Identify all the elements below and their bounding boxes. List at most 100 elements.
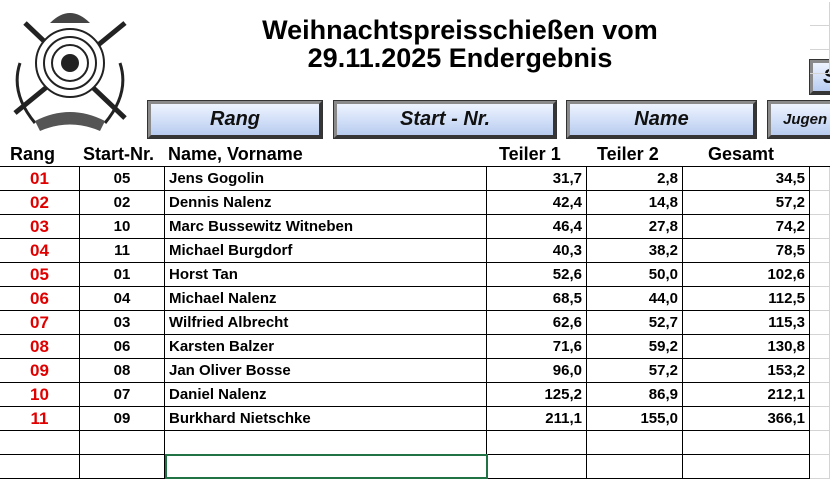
table-cell: Horst Tan xyxy=(165,263,487,287)
column-header: Teiler 1 xyxy=(499,144,561,164)
table-cell: Daniel Nalenz xyxy=(165,383,487,407)
grid-cell xyxy=(810,335,830,359)
empty-cell xyxy=(80,455,165,479)
table-cell: 31,7 xyxy=(487,167,587,191)
empty-cell xyxy=(80,431,165,455)
grid-cell xyxy=(810,2,830,26)
rank-cell: 05 xyxy=(0,263,80,287)
table-cell: Jan Oliver Bosse xyxy=(165,359,487,383)
column-header: Teiler 2 xyxy=(597,144,659,164)
table-cell: 86,9 xyxy=(587,383,683,407)
table-cell: 366,1 xyxy=(683,407,810,431)
table-cell: Michael Burgdorf xyxy=(165,239,487,263)
rank-cell: 09 xyxy=(0,359,80,383)
table-cell: 78,5 xyxy=(683,239,810,263)
rank-cell: 04 xyxy=(0,239,80,263)
table-cell: 102,6 xyxy=(683,263,810,287)
rank-cell: 10 xyxy=(0,383,80,407)
table-cell: 74,2 xyxy=(683,215,810,239)
title-line: Weihnachtspreisschießen vom xyxy=(262,15,658,45)
table-cell: 06 xyxy=(80,335,165,359)
club-logo xyxy=(13,13,127,131)
table-cell: 04 xyxy=(80,287,165,311)
column-header: Start-Nr. xyxy=(83,144,155,164)
grid-cell xyxy=(810,263,830,287)
table-cell: 34,5 xyxy=(683,167,810,191)
grid-cell xyxy=(810,239,830,263)
table-cell: 115,3 xyxy=(683,311,810,335)
rank-cell: 07 xyxy=(0,311,80,335)
sort-button[interactable]: Rang xyxy=(148,101,322,138)
rank-cell: 06 xyxy=(0,287,80,311)
table-cell: 10 xyxy=(80,215,165,239)
table-cell: 44,0 xyxy=(587,287,683,311)
table-cell: 130,8 xyxy=(683,335,810,359)
empty-cell xyxy=(810,431,830,455)
table-cell: 02 xyxy=(80,191,165,215)
table-cell: 155,0 xyxy=(587,407,683,431)
sort-button[interactable]: Jugen xyxy=(768,101,830,138)
table-cell: 68,5 xyxy=(487,287,587,311)
empty-cell xyxy=(0,455,80,479)
table-cell: 01 xyxy=(80,263,165,287)
grid-cell xyxy=(810,359,830,383)
table-cell: 42,4 xyxy=(487,191,587,215)
table-cell: 38,2 xyxy=(587,239,683,263)
table-cell: 07 xyxy=(80,383,165,407)
table-cell: 112,5 xyxy=(683,287,810,311)
table-cell: 03 xyxy=(80,311,165,335)
rank-cell: 01 xyxy=(0,167,80,191)
empty-cell xyxy=(165,431,487,455)
empty-cell xyxy=(487,431,587,455)
table-cell: 212,1 xyxy=(683,383,810,407)
grid-cell xyxy=(810,167,830,191)
table-cell: 27,8 xyxy=(587,215,683,239)
empty-cell xyxy=(587,431,683,455)
table-cell: 08 xyxy=(80,359,165,383)
grid-cell xyxy=(810,215,830,239)
empty-cell xyxy=(587,455,683,479)
table-cell: Karsten Balzer xyxy=(165,335,487,359)
table-cell: 57,2 xyxy=(683,191,810,215)
table-cell: Wilfried Albrecht xyxy=(165,311,487,335)
rank-cell: 02 xyxy=(0,191,80,215)
column-header: Rang xyxy=(10,144,55,164)
table-cell: Burkhard Nietschke xyxy=(165,407,487,431)
table-cell: 14,8 xyxy=(587,191,683,215)
table-cell: 96,0 xyxy=(487,359,587,383)
grid-cell xyxy=(810,383,830,407)
table-cell: 09 xyxy=(80,407,165,431)
grid-cell xyxy=(810,287,830,311)
table-cell: 71,6 xyxy=(487,335,587,359)
grid-cell xyxy=(810,50,830,74)
sort-button[interactable]: Start - Nr. xyxy=(334,101,556,138)
empty-cell xyxy=(683,455,810,479)
table-cell: 52,6 xyxy=(487,263,587,287)
table-cell: 52,7 xyxy=(587,311,683,335)
empty-cell xyxy=(0,431,80,455)
sort-button[interactable]: Name xyxy=(567,101,756,138)
selected-cell[interactable] xyxy=(165,454,488,479)
column-header: Name, Vorname xyxy=(168,144,303,164)
title-line: 29.11.2025 Endergebnis xyxy=(307,43,613,73)
table-cell: 11 xyxy=(80,239,165,263)
table-cell: 211,1 xyxy=(487,407,587,431)
table-cell: 50,0 xyxy=(587,263,683,287)
table-cell: 46,4 xyxy=(487,215,587,239)
grid-cell xyxy=(810,191,830,215)
empty-cell xyxy=(683,431,810,455)
rank-cell: 11 xyxy=(0,407,80,431)
table-cell: 05 xyxy=(80,167,165,191)
header-line xyxy=(0,166,830,167)
empty-cell xyxy=(810,455,830,479)
table-cell: 125,2 xyxy=(487,383,587,407)
grid-cell xyxy=(810,26,830,50)
table-cell: Jens Gogolin xyxy=(165,167,487,191)
sort-button[interactable]: S xyxy=(810,60,830,94)
empty-cell xyxy=(487,455,587,479)
column-header: Gesamt xyxy=(708,144,775,164)
table-cell: 153,2 xyxy=(683,359,810,383)
table-cell: Michael Nalenz xyxy=(165,287,487,311)
grid-cell xyxy=(810,311,830,335)
